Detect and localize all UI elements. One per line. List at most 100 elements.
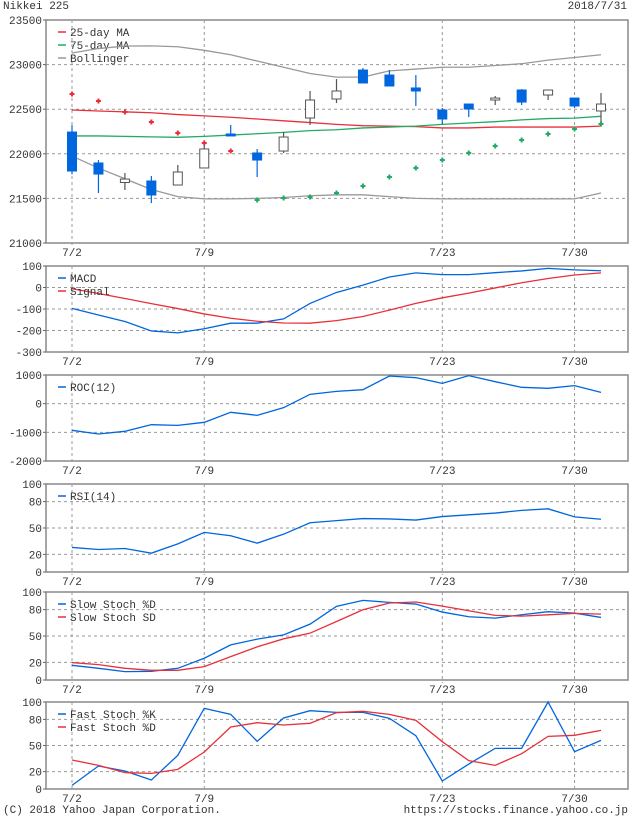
x-tick-label: 7/30: [561, 466, 587, 478]
series-line-rsi-14-: [71, 508, 602, 554]
candle-up: [119, 178, 130, 184]
series-line-25-day-ma: [71, 109, 602, 129]
y-tick-label: -2000: [9, 457, 42, 469]
candle-down: [225, 133, 236, 137]
x-tick-label: 7/30: [561, 577, 587, 589]
plot-area-roc: [45, 374, 629, 462]
candle-down: [252, 152, 263, 161]
legend-label: Slow Stoch %D: [70, 600, 156, 612]
y-tick-label: 20: [29, 550, 42, 562]
y-tick-label: 0: [35, 676, 42, 688]
legend-label: Slow Stoch SD: [70, 613, 156, 625]
plot-area-price: [45, 19, 629, 244]
sar-dot: [334, 190, 339, 196]
series-line-roc-12-: [71, 374, 602, 435]
sar-dot: [201, 140, 207, 146]
y-tick-label: 100: [22, 262, 42, 274]
y-tick-label: 80: [29, 498, 42, 510]
y-tick-label: -300: [16, 348, 42, 360]
candle-up: [490, 97, 501, 101]
sar-dot: [281, 195, 287, 201]
candle-down: [146, 180, 157, 196]
chart-title: Nikkei 225: [3, 1, 70, 13]
candle-down: [569, 97, 580, 107]
x-tick-label: 7/23: [429, 685, 455, 697]
x-tick-label: 7/9: [194, 577, 214, 589]
candle-up: [199, 148, 210, 169]
sar-dot: [492, 143, 498, 149]
y-tick-label: 20: [29, 658, 42, 670]
x-tick-label: 7/30: [561, 794, 587, 806]
x-tick-label: 7/9: [194, 357, 214, 369]
series-line-slow-stoch-sd: [71, 601, 602, 671]
sar-dot: [413, 165, 419, 171]
x-tick-label: 7/23: [429, 248, 455, 260]
candle-down: [67, 131, 77, 172]
x-tick-label: 7/30: [561, 248, 587, 260]
y-tick-label: 23000: [9, 61, 42, 73]
sar-dot: [466, 150, 472, 156]
candle-down: [463, 103, 474, 110]
x-tick-label: 7/9: [194, 466, 214, 478]
sar-dot: [148, 119, 154, 125]
y-tick-label: 50: [29, 742, 42, 754]
candle-down: [384, 74, 395, 87]
candle-up: [543, 89, 554, 96]
y-tick-label: 100: [22, 588, 42, 600]
x-tick-label: 7/23: [429, 794, 455, 806]
y-tick-label: 22000: [9, 150, 42, 162]
y-tick-label: 23500: [9, 16, 42, 28]
legend-label: 25-day MA: [70, 28, 130, 40]
series-line-75-day-ma: [72, 115, 602, 138]
legend-label: Signal: [70, 287, 110, 299]
legend-label: MACD: [70, 274, 97, 286]
candle-up: [172, 171, 183, 186]
y-tick-label: 0: [35, 284, 42, 296]
x-tick-label: 7/2: [62, 685, 82, 697]
sar-dot: [69, 91, 75, 97]
y-tick-label: 21000: [9, 239, 42, 251]
legend-label: Fast Stoch %K: [70, 710, 156, 722]
legend-label: Bollinger: [70, 54, 129, 66]
x-tick-label: 7/23: [429, 357, 455, 369]
x-tick-label: 7/9: [194, 794, 214, 806]
series-line-signal: [71, 272, 602, 324]
sar-dot: [519, 137, 525, 143]
x-tick-label: 7/2: [62, 794, 82, 806]
y-tick-label: 0: [35, 785, 42, 797]
y-tick-label: 0: [35, 400, 42, 412]
candle-up: [331, 90, 342, 100]
series-line-bollinger: [71, 45, 602, 78]
legend-label: RSI(14): [70, 492, 116, 504]
y-tick-label: 80: [29, 715, 42, 727]
source-url[interactable]: https://stocks.finance.yahoo.co.jp: [403, 805, 628, 817]
x-tick-label: 7/2: [62, 466, 82, 478]
legend-label: 75-day MA: [70, 41, 130, 53]
sar-dot: [175, 130, 181, 136]
x-tick-label: 7/2: [62, 248, 82, 260]
y-tick-label: -200: [16, 327, 42, 339]
y-tick-label: 0: [35, 568, 42, 580]
candle-up: [278, 136, 289, 152]
x-tick-label: 7/23: [429, 466, 455, 478]
series-line-fast-stoch-d: [71, 710, 602, 774]
sar-dot: [572, 126, 578, 132]
series-line-macd: [71, 267, 602, 334]
y-tick-label: 1000: [16, 371, 42, 383]
y-tick-label: 50: [29, 632, 42, 644]
candle-down: [93, 162, 104, 175]
copyright-text: (C) 2018 Yahoo Japan Corporation.: [3, 805, 221, 817]
sar-dot: [545, 131, 551, 137]
x-tick-label: 7/23: [429, 577, 455, 589]
candle-up: [305, 99, 316, 119]
y-tick-label: 100: [22, 698, 42, 710]
sar-dot: [228, 148, 234, 154]
candle-up: [596, 103, 606, 112]
sar-dot: [254, 197, 260, 203]
y-tick-label: 50: [29, 524, 42, 536]
y-tick-label: -1000: [9, 428, 42, 440]
sar-dot: [95, 98, 101, 104]
legend-label: Fast Stoch %D: [70, 723, 156, 735]
x-tick-label: 7/9: [194, 685, 214, 697]
